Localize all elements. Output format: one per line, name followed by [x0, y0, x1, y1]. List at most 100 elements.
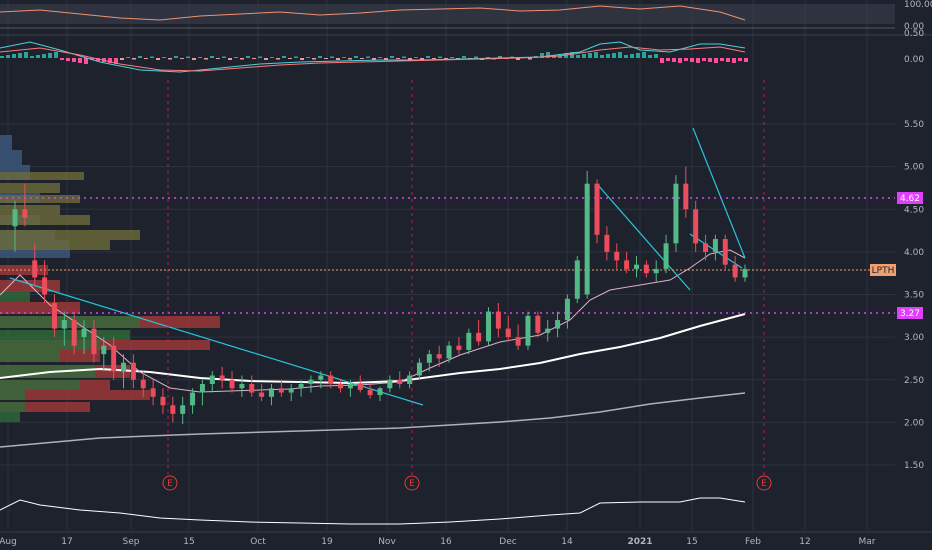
candle[interactable]	[476, 320, 482, 346]
candle[interactable]	[703, 234, 709, 261]
candle[interactable]	[712, 234, 718, 261]
time-tick-label: 2021	[627, 537, 652, 547]
candle[interactable]	[436, 345, 442, 367]
candle[interactable]	[278, 379, 284, 397]
candle[interactable]	[170, 396, 176, 423]
candle[interactable]	[338, 379, 344, 393]
price-tick-label: 5.00	[904, 163, 924, 173]
earnings-marker-3[interactable]: E	[756, 475, 772, 491]
time-tick-label: Dec	[499, 537, 516, 547]
candle[interactable]	[515, 324, 521, 350]
candle[interactable]	[308, 375, 314, 393]
candle[interactable]	[180, 396, 186, 425]
candle[interactable]	[673, 175, 679, 252]
candle[interactable]	[486, 307, 492, 346]
candle[interactable]	[426, 349, 432, 372]
candle[interactable]	[604, 226, 610, 261]
resistance-price-tag: 4.62	[897, 192, 923, 204]
candle[interactable]	[61, 311, 67, 346]
candle[interactable]	[495, 303, 501, 338]
candle[interactable]	[416, 358, 422, 380]
candle[interactable]	[397, 371, 403, 389]
candle[interactable]	[32, 243, 38, 286]
rsi-line	[0, 5, 746, 21]
candle[interactable]	[101, 337, 107, 372]
candle[interactable]	[130, 354, 136, 389]
candle[interactable]	[357, 375, 363, 393]
candle[interactable]	[51, 294, 57, 338]
time-tick-label: Feb	[745, 537, 761, 547]
candle[interactable]	[81, 320, 87, 355]
price-tick-label: 4.00	[904, 248, 924, 258]
candle[interactable]	[614, 243, 620, 269]
candle[interactable]	[535, 311, 541, 338]
candle[interactable]	[288, 384, 294, 402]
candle[interactable]	[121, 354, 127, 389]
candle[interactable]	[722, 234, 728, 269]
candle[interactable]	[111, 337, 117, 380]
candle[interactable]	[456, 337, 462, 355]
candle[interactable]	[259, 384, 265, 402]
price-axis[interactable]: 5.50 5.00 4.50 4.00 3.50 3.00 2.50 2.00 1.50	[904, 120, 924, 471]
candle[interactable]	[367, 384, 373, 399]
candle[interactable]	[190, 388, 196, 414]
candle[interactable]	[594, 179, 600, 244]
candle[interactable]	[377, 386, 383, 402]
time-tick-label: Aug	[0, 537, 17, 547]
time-tick-label: 14	[561, 537, 573, 547]
candle[interactable]	[633, 256, 639, 278]
candle[interactable]	[249, 375, 255, 397]
candle[interactable]	[732, 256, 738, 282]
time-tick-label: 15	[183, 537, 194, 547]
candle[interactable]	[584, 170, 590, 299]
candle[interactable]	[624, 251, 630, 274]
candle[interactable]	[545, 320, 551, 342]
candle[interactable]	[268, 384, 274, 406]
candle[interactable]	[160, 388, 166, 414]
candle[interactable]	[555, 311, 561, 338]
candle[interactable]	[91, 320, 97, 363]
candle[interactable]	[564, 294, 570, 329]
candle[interactable]	[219, 366, 225, 389]
time-tick-label: 15	[686, 537, 697, 547]
candle[interactable]	[199, 379, 205, 406]
price-tick-label: 3.00	[904, 333, 924, 343]
candle[interactable]	[466, 328, 472, 355]
candle[interactable]	[150, 379, 156, 406]
candle[interactable]	[209, 371, 215, 393]
earnings-marker-label: E	[761, 479, 767, 489]
candle[interactable]	[653, 260, 659, 282]
candle[interactable]	[42, 260, 48, 304]
candle[interactable]	[663, 234, 669, 274]
time-tick-label: 12	[799, 537, 810, 547]
earnings-marker-2[interactable]: E	[404, 475, 420, 491]
candle[interactable]	[298, 379, 304, 397]
earnings-marker-1[interactable]: E	[162, 475, 178, 491]
candle[interactable]	[525, 311, 531, 350]
candle[interactable]	[229, 371, 235, 393]
candle[interactable]	[742, 264, 748, 282]
candle[interactable]	[693, 200, 699, 252]
candle[interactable]	[12, 200, 18, 252]
candle[interactable]	[140, 371, 146, 397]
earnings-marker-label: E	[409, 479, 415, 489]
candle[interactable]	[574, 256, 580, 304]
candle[interactable]	[347, 379, 353, 397]
candle[interactable]	[505, 315, 511, 342]
time-axis[interactable]: Aug 17 Sep 15 Oct 19 Nov 16 Dec 14 2021 15 Feb 12 Mar	[0, 531, 932, 547]
candle[interactable]	[683, 166, 689, 218]
candle[interactable]	[71, 311, 77, 355]
support-price-tag: 3.27	[897, 307, 923, 319]
candle[interactable]	[407, 371, 413, 389]
candle[interactable]	[22, 183, 28, 227]
candle[interactable]	[387, 375, 393, 393]
candle[interactable]	[239, 375, 245, 397]
earnings-verticals	[167, 80, 765, 475]
chart-grid	[0, 0, 895, 530]
candle[interactable]	[643, 260, 649, 278]
candle[interactable]	[446, 341, 452, 363]
ticker-price-tag: LPTH	[870, 264, 896, 276]
candle[interactable]	[328, 371, 334, 389]
candle[interactable]	[318, 371, 324, 389]
